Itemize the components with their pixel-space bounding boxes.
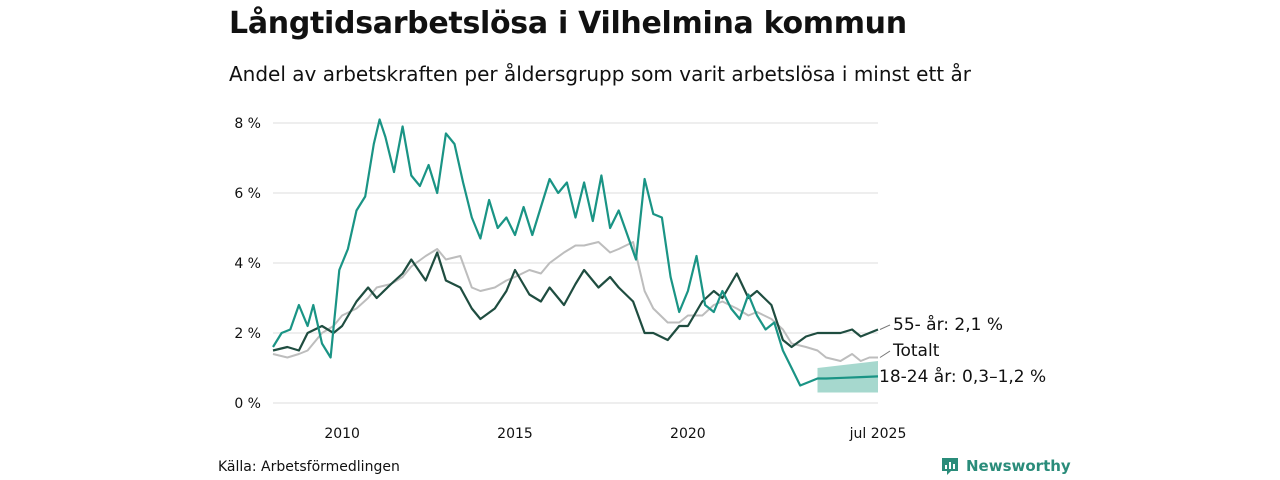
brand-chart-icon [942, 458, 958, 475]
end-label-total: Totalt [892, 341, 940, 361]
x-axis: 2010 2015 2020 jul 2025 [324, 426, 906, 442]
end-label-older: 55- år: 2,1 % [893, 314, 1003, 335]
y-axis: 0 % 2 % 4 % 6 % 8 % [234, 116, 261, 412]
chart-title: Långtidsarbetslösa i Vilhelmina kommun [229, 6, 907, 41]
brand-logo: Newsworthy [940, 456, 1071, 476]
series-line-youth [272, 118, 879, 387]
series-line-total [272, 241, 878, 362]
series-lines [272, 118, 879, 387]
chart-subtitle: Andel av arbetskraften per åldersgrupp s… [229, 62, 971, 86]
x-tick-label: 2015 [497, 426, 533, 442]
x-tick-label: jul 2025 [849, 426, 907, 442]
series-end-labels: 18-24 år: 0,3–1,2 % 55- år: 2,1 % Totalt [879, 314, 1046, 387]
series-line-older [272, 251, 879, 352]
y-tick-label: 2 % [234, 326, 261, 342]
brand-name: Newsworthy [966, 457, 1071, 475]
y-tick-label: 4 % [234, 256, 261, 272]
y-tick-label: 8 % [234, 116, 261, 132]
x-tick-label: 2010 [324, 426, 360, 442]
x-tick-label: 2020 [670, 426, 706, 442]
leader-line-older [879, 324, 891, 330]
leader-line-total [879, 350, 891, 358]
end-label-youth: 18-24 år: 0,3–1,2 % [879, 366, 1046, 387]
y-tick-label: 0 % [234, 396, 261, 412]
source-note: Källa: Arbetsförmedlingen [218, 459, 400, 475]
y-tick-label: 6 % [234, 186, 261, 202]
